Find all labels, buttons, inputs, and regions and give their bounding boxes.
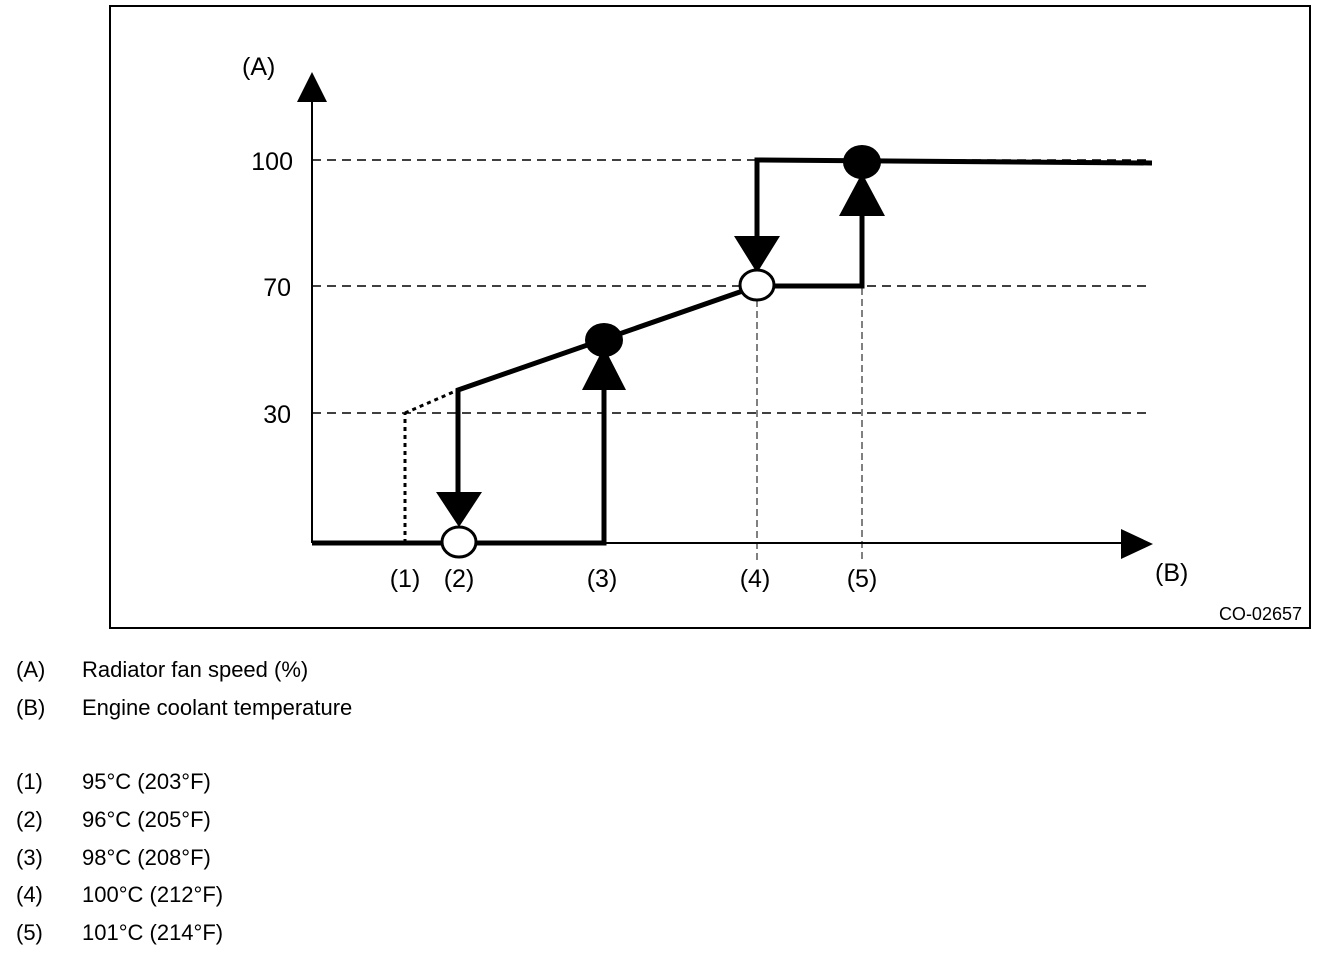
legend-key: (1) bbox=[16, 769, 43, 794]
arrow-down-2 bbox=[436, 492, 482, 527]
x-marker-2: (2) bbox=[444, 565, 475, 593]
legend-key: (3) bbox=[16, 845, 43, 870]
fan-speed-curve-rise bbox=[455, 210, 865, 510]
fan-speed-curve-bottom bbox=[312, 350, 607, 546]
fan-speed-curve-top bbox=[754, 157, 1153, 250]
figure-code: CO-02657 bbox=[1219, 604, 1302, 624]
legend-text: 101°C (214°F) bbox=[82, 920, 224, 945]
legend-text: Radiator fan speed (%) bbox=[82, 657, 309, 682]
x-marker-4: (4) bbox=[740, 565, 771, 593]
legend-key: (2) bbox=[16, 807, 43, 832]
legend-key: (B) bbox=[16, 695, 46, 720]
legend-text: 98°C (208°F) bbox=[82, 845, 211, 870]
legend-text: 95°C (203°F) bbox=[82, 769, 211, 794]
legend-key: (4) bbox=[16, 882, 43, 907]
y-tick-30: 30 bbox=[263, 401, 291, 429]
arrow-up-3 bbox=[582, 347, 626, 390]
legend-key: (5) bbox=[16, 920, 43, 945]
y-axis-label: (A) bbox=[242, 53, 275, 81]
y-tick-70: 70 bbox=[263, 274, 291, 302]
fan-speed-diagram: (A) (B) 100 70 30 (1) (2) (3) (4) (5) CO… bbox=[109, 5, 1311, 629]
x-marker-5: (5) bbox=[847, 565, 878, 593]
x-marker-1: (1) bbox=[390, 565, 421, 593]
x-axis-label: (B) bbox=[1155, 559, 1188, 587]
open-circle-4 bbox=[738, 268, 776, 302]
diagram-frame bbox=[109, 5, 1311, 629]
arrow-up-5 bbox=[839, 173, 885, 216]
legend-key: (A) bbox=[16, 657, 46, 682]
arrow-down-4 bbox=[734, 236, 780, 273]
filled-circle-3 bbox=[585, 323, 623, 357]
open-circle-2 bbox=[440, 525, 478, 559]
x-marker-3: (3) bbox=[587, 565, 618, 593]
y-tick-100: 100 bbox=[251, 148, 293, 176]
filled-circle-5 bbox=[843, 145, 881, 179]
x-axis-arrow bbox=[1121, 529, 1153, 559]
legend-text: 100°C (212°F) bbox=[82, 882, 224, 907]
legend-text: 96°C (205°F) bbox=[82, 807, 211, 832]
legend-text: Engine coolant temperature bbox=[82, 695, 353, 720]
dotted-slope-1 bbox=[404, 388, 459, 415]
y-axis-arrow bbox=[297, 72, 327, 102]
